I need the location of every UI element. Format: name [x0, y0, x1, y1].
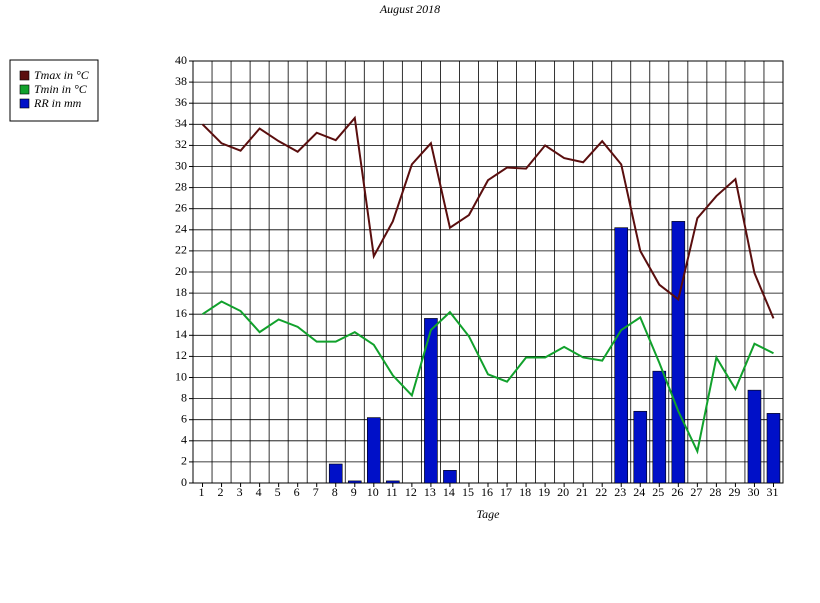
x-tick-label: 25 [652, 485, 664, 499]
x-axis-label: Tage [477, 507, 501, 521]
legend-swatch [19, 98, 30, 109]
x-tick-label: 15 [462, 485, 474, 499]
x-tick-label: 3 [237, 485, 243, 499]
bar [614, 227, 629, 484]
y-tick-label: 34 [175, 116, 187, 130]
y-tick-label: 36 [175, 95, 187, 109]
y-tick-label: 14 [175, 327, 187, 341]
y-tick-label: 28 [175, 179, 187, 193]
x-tick-label: 7 [313, 485, 319, 499]
x-tick-label: 18 [519, 485, 531, 499]
legend-swatch [19, 70, 30, 81]
y-tick-label: 24 [175, 222, 187, 236]
y-tick-label: 32 [175, 137, 187, 151]
x-tick-label: 10 [367, 485, 379, 499]
bar [766, 413, 781, 484]
x-tick-label: 5 [275, 485, 281, 499]
x-tick-label: 4 [256, 485, 262, 499]
x-tick-label: 24 [633, 485, 645, 499]
legend-label: RR in mm [33, 96, 82, 110]
chart-title: August 2018 [379, 2, 440, 16]
bar [367, 417, 381, 484]
x-tick-label: 26 [671, 485, 683, 499]
x-tick-label: 31 [766, 485, 778, 499]
x-tick-label: 9 [351, 485, 357, 499]
bar [633, 410, 648, 484]
x-tick-label: 19 [538, 485, 550, 499]
line [201, 300, 774, 455]
legend-swatch [19, 84, 30, 95]
x-tick-label: 30 [747, 485, 759, 499]
legend-label: Tmax in °C [34, 68, 90, 82]
x-tick-label: 23 [614, 485, 626, 499]
y-tick-label: 18 [175, 285, 187, 299]
bar [386, 480, 400, 484]
y-tick-label: 16 [175, 306, 187, 320]
y-tick-label: 22 [175, 243, 187, 257]
x-tick-label: 1 [199, 485, 205, 499]
y-tick-label: 20 [175, 264, 187, 278]
x-tick-label: 11 [386, 485, 398, 499]
bar [424, 318, 438, 484]
bar [671, 221, 686, 484]
y-tick-label: 40 [175, 53, 187, 67]
bar [652, 370, 667, 484]
y-tick-label: 26 [175, 200, 187, 214]
bar [443, 470, 457, 484]
x-tick-label: 6 [294, 485, 300, 499]
x-tick-label: 27 [690, 485, 702, 499]
x-tick-label: 22 [595, 485, 607, 499]
legend-label: Tmin in °C [34, 82, 88, 96]
x-tick-label: 29 [728, 485, 740, 499]
x-tick-label: 16 [481, 485, 493, 499]
y-tick-label: 30 [175, 158, 187, 172]
y-tick-label: 0 [181, 475, 187, 489]
x-tick-label: 14 [443, 485, 455, 499]
line [201, 115, 775, 319]
y-tick-label: 2 [181, 454, 187, 468]
x-tick-label: 8 [332, 485, 338, 499]
y-tick-label: 6 [181, 411, 187, 425]
x-tick-label: 12 [405, 485, 417, 499]
y-tick-label: 8 [181, 390, 187, 404]
y-tick-label: 38 [175, 74, 187, 88]
x-tick-label: 21 [576, 485, 588, 499]
bar [347, 480, 362, 484]
x-tick-label: 17 [500, 485, 512, 499]
y-tick-label: 4 [181, 433, 187, 447]
bar [747, 389, 762, 484]
x-tick-label: 28 [709, 485, 721, 499]
x-tick-label: 20 [557, 485, 569, 499]
y-tick-label: 12 [175, 348, 187, 362]
bar [328, 463, 343, 484]
y-tick-label: 10 [175, 369, 187, 383]
x-tick-label: 13 [424, 485, 436, 499]
x-tick-label: 2 [218, 485, 224, 499]
